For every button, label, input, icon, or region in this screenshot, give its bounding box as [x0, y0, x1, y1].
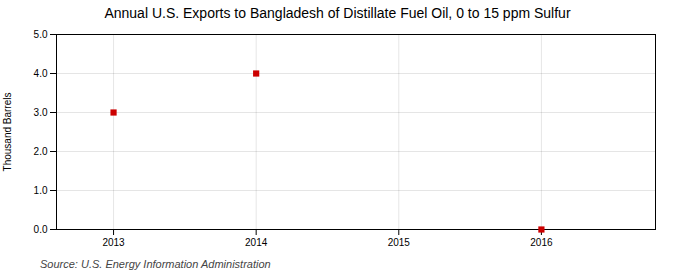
svg-text:Thousand Barrels: Thousand Barrels: [2, 93, 13, 172]
svg-text:2.0: 2.0: [34, 146, 48, 157]
svg-text:0.0: 0.0: [34, 224, 48, 235]
svg-text:1.0: 1.0: [34, 185, 48, 196]
svg-text:5.0: 5.0: [34, 29, 48, 40]
svg-text:2015: 2015: [388, 237, 411, 248]
html-text:Annual U.S. Exports to Banglad: Annual U.S. Exports to Bangladesh of Dis…: [104, 5, 571, 21]
svg-text:2013: 2013: [102, 237, 125, 248]
svg-text:2014: 2014: [245, 237, 268, 248]
svg-text:4.0: 4.0: [34, 68, 48, 79]
svg-text:2016: 2016: [530, 237, 553, 248]
svg-text:3.0: 3.0: [34, 107, 48, 118]
html-text:Source: U.S. Energy Informatio: Source: U.S. Energy Information Administ…: [40, 258, 271, 270]
